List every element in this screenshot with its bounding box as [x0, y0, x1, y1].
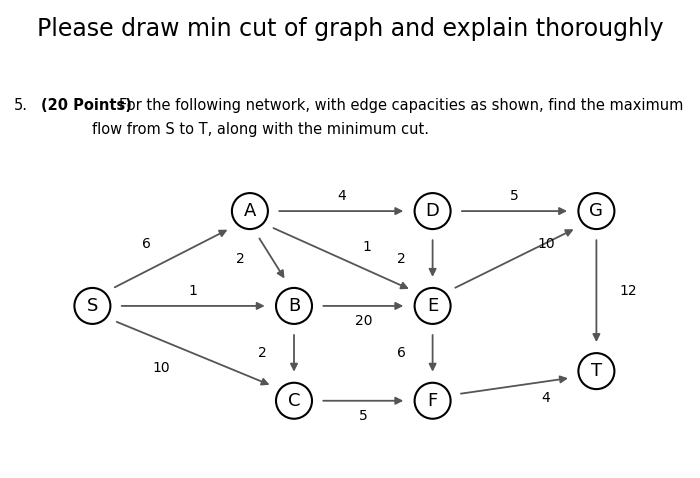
- Ellipse shape: [276, 383, 312, 419]
- Text: For the following network, with edge capacities as shown, find the maximum: For the following network, with edge cap…: [119, 98, 683, 113]
- Text: 5: 5: [359, 409, 368, 423]
- Text: Please draw min cut of graph and explain thoroughly: Please draw min cut of graph and explain…: [36, 17, 664, 41]
- Text: E: E: [427, 297, 438, 315]
- Text: 1: 1: [362, 239, 371, 254]
- Text: 12: 12: [619, 284, 637, 298]
- Text: 5: 5: [510, 189, 519, 203]
- Ellipse shape: [232, 193, 268, 229]
- Text: G: G: [589, 202, 603, 220]
- Ellipse shape: [578, 193, 615, 229]
- Text: 10: 10: [537, 237, 555, 250]
- Ellipse shape: [414, 193, 451, 229]
- Text: 6: 6: [397, 347, 405, 360]
- Text: T: T: [591, 362, 602, 380]
- Text: C: C: [288, 392, 300, 410]
- Text: S: S: [87, 297, 98, 315]
- Ellipse shape: [578, 353, 615, 389]
- Text: F: F: [428, 392, 438, 410]
- Text: 2: 2: [258, 347, 267, 360]
- Text: 4: 4: [542, 391, 550, 405]
- Text: 2: 2: [236, 251, 245, 265]
- Ellipse shape: [74, 288, 111, 324]
- Ellipse shape: [414, 288, 451, 324]
- Text: 1: 1: [189, 284, 197, 298]
- Text: flow from S to T, along with the minimum cut.: flow from S to T, along with the minimum…: [92, 122, 429, 137]
- Ellipse shape: [414, 383, 451, 419]
- Text: 2: 2: [397, 251, 405, 265]
- Text: 4: 4: [337, 189, 346, 203]
- Text: (20 Points): (20 Points): [41, 98, 132, 113]
- Text: B: B: [288, 297, 300, 315]
- Ellipse shape: [276, 288, 312, 324]
- Text: D: D: [426, 202, 440, 220]
- Text: 10: 10: [153, 361, 171, 375]
- Text: A: A: [244, 202, 256, 220]
- Text: 5.: 5.: [14, 98, 28, 113]
- Text: 20: 20: [355, 314, 372, 328]
- Text: 6: 6: [141, 237, 150, 250]
